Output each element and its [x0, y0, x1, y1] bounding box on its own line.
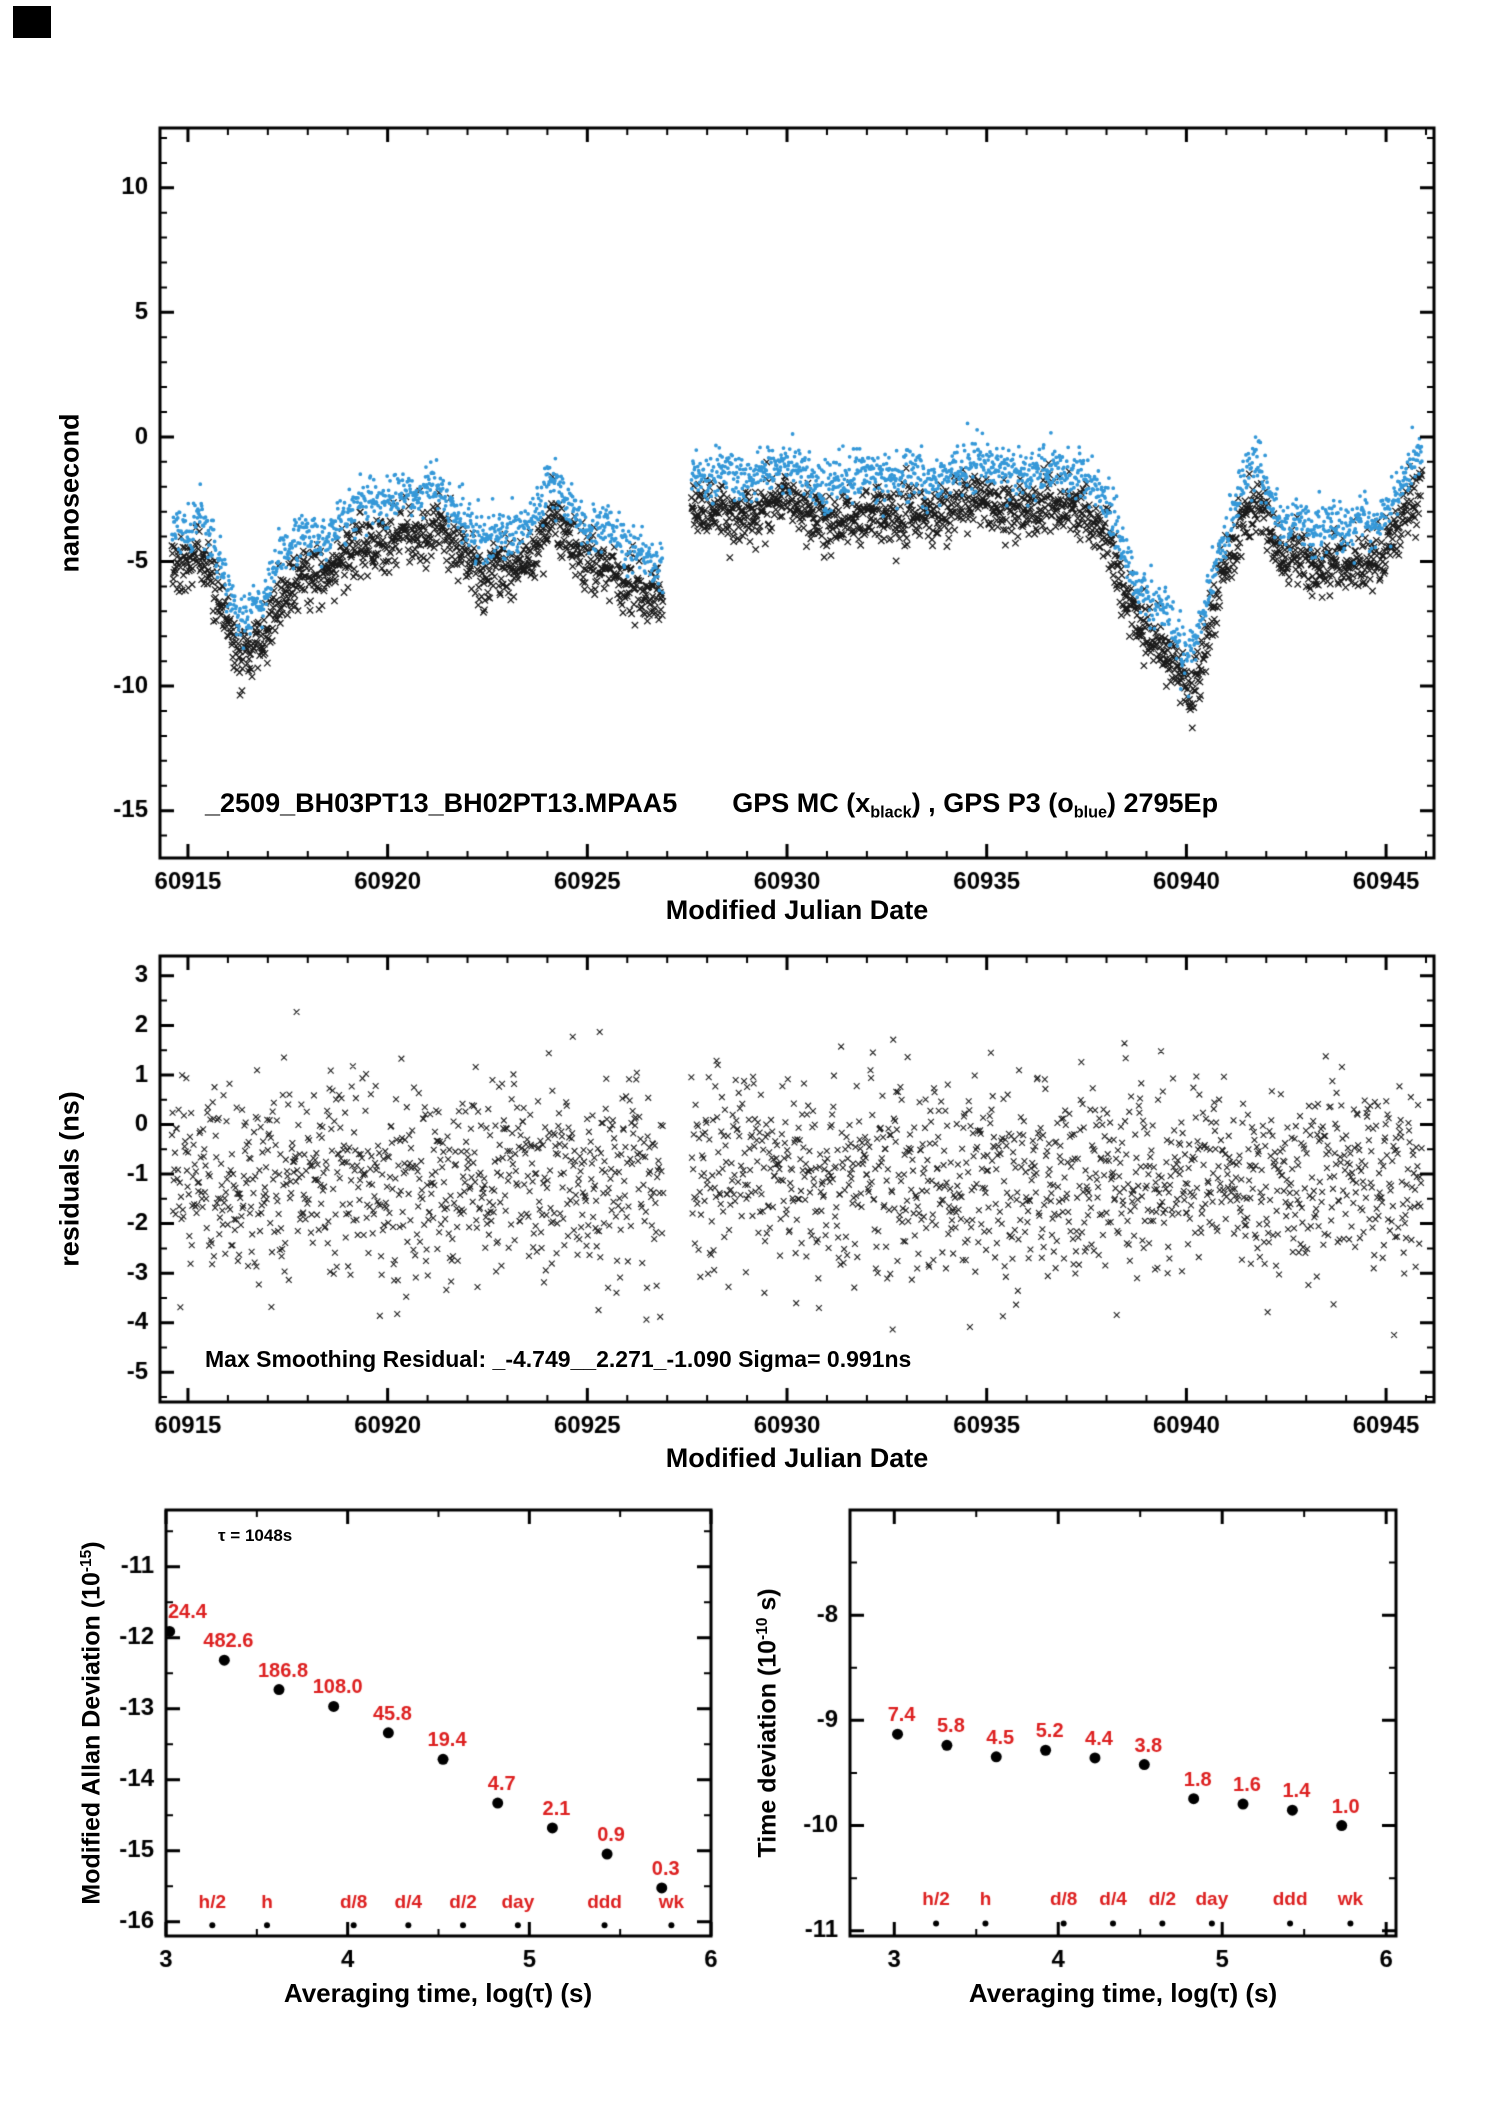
- legend-series1-post: ) ,: [911, 788, 944, 818]
- tdev-x-axis-title: Averaging time, log(τ) (s): [968, 1978, 1278, 2008]
- legend-series1-sub: black: [870, 803, 912, 822]
- tdev-y-axis-title: Time deviation (10-10 s): [754, 1588, 783, 1857]
- tdev-y-title-sup: -10: [753, 1617, 771, 1640]
- legend-series1-pre: GPS MC (x: [732, 788, 871, 818]
- mdev-x-axis-title: Averaging time, log(τ) (s): [283, 1978, 593, 2008]
- legend-title: _2509_BH03PT13_BH02PT13.MPAA5: [205, 788, 678, 818]
- legend-series2-sub: blue: [1073, 803, 1107, 822]
- residuals-annotation: Max Smoothing Residual: _-4.749__2.271_-…: [205, 1346, 912, 1372]
- top-panel-x-axis-title: Modified Julian Date: [665, 895, 929, 925]
- top-panel-legend: _2509_BH03PT13_BH02PT13.MPAA5 GPS MC (xbl…: [205, 788, 1218, 823]
- tdev-y-title-post: s): [753, 1588, 782, 1618]
- legend-series2-post: ) 2795Ep: [1107, 788, 1219, 818]
- residuals-panel-y-axis-title: residuals (ns): [54, 1091, 85, 1267]
- mdev-y-title-pre: Modified Allan Deviation (10: [77, 1572, 106, 1905]
- legend-series2-pre: GPS P3 (o: [943, 788, 1074, 818]
- mdev-tau-annotation: τ = 1048s: [218, 1526, 293, 1545]
- corner-mark: [13, 6, 51, 38]
- mdev-y-axis-title: Modified Allan Deviation (10-15): [78, 1541, 107, 1904]
- residuals-panel-x-axis-title: Modified Julian Date: [665, 1443, 929, 1473]
- top-panel-y-axis-title: nanosecond: [54, 413, 85, 573]
- tdev-y-title-pre: Time deviation (10: [753, 1639, 782, 1858]
- mdev-y-title-post: ): [77, 1541, 106, 1550]
- mdev-y-title-sup: -15: [77, 1549, 95, 1573]
